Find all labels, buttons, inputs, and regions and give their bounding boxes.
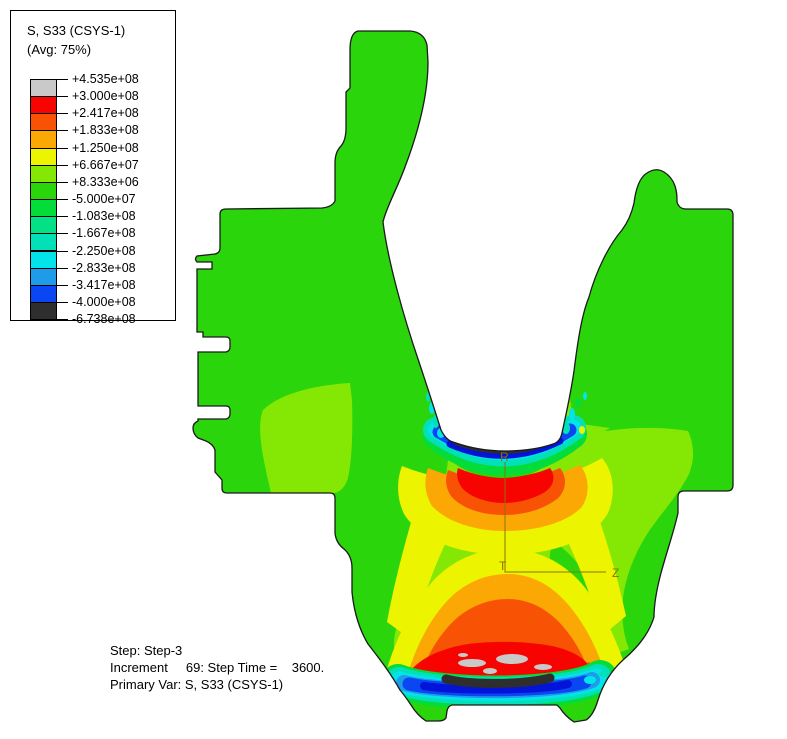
legend-value: -2.250e+08 — [72, 243, 136, 258]
legend-tick — [57, 79, 68, 80]
stress-specks-gray — [458, 653, 552, 674]
legend-tick — [57, 267, 68, 269]
legend-value: +4.535e+08 — [72, 72, 139, 86]
legend-swatch — [30, 130, 57, 149]
legend-tick — [57, 147, 68, 149]
legend-swatch — [30, 96, 57, 115]
legend-value: +3.000e+08 — [72, 89, 139, 104]
legend-swatch — [30, 113, 57, 132]
legend-tick — [57, 96, 68, 98]
legend-tick — [57, 233, 68, 235]
csys-axis-label-z: Z — [612, 566, 619, 580]
legend-value: -2.833e+08 — [72, 260, 136, 275]
stress-region-yellow-arm-left — [387, 512, 446, 640]
state-block: Step: Step-3 Increment 69: Step Time = 3… — [110, 642, 324, 693]
legend-swatch — [30, 301, 57, 321]
legend-subtitle: (Avg: 75%) — [27, 42, 92, 57]
legend-tick — [57, 301, 68, 303]
legend-value: -5.000e+07 — [72, 192, 136, 207]
legend-tick — [57, 319, 68, 321]
legend-value: +8.333e+06 — [72, 174, 139, 189]
legend-swatch — [30, 181, 57, 201]
csys-axis-label-t: T — [499, 559, 507, 573]
legend-tick — [57, 181, 68, 183]
primary-var-label: Primary Var: S, S33 (CSYS-1) — [110, 677, 284, 692]
legend-tick — [57, 130, 68, 132]
contour-legend: S, S33 (CSYS-1) (Avg: 75%) +4.535e+08 +3.… — [10, 10, 176, 326]
csys-axis-label-r: R — [500, 450, 509, 464]
legend-value: -6.738e+08 — [72, 312, 136, 327]
legend-title: S, S33 (CSYS-1) — [27, 23, 126, 38]
csys-triad: R T Z — [499, 450, 619, 580]
legend-swatch — [30, 79, 57, 98]
legend-value: -3.417e+08 — [72, 277, 136, 292]
stress-region-yellow-arm-right — [568, 510, 626, 636]
legend-value: -4.000e+08 — [72, 294, 136, 309]
increment-label: Increment 69: Step Time = 3600. — [110, 660, 325, 675]
legend-swatch — [30, 164, 57, 183]
legend-tick — [57, 199, 68, 201]
legend-tick — [57, 113, 68, 115]
legend-swatch — [30, 147, 57, 166]
legend-value: -1.083e+08 — [72, 209, 136, 224]
legend-value: +6.667e+07 — [72, 157, 139, 172]
legend-swatch — [30, 233, 57, 252]
lower-contact-band — [381, 660, 617, 710]
legend-value: +2.417e+08 — [72, 106, 139, 121]
legend-tick — [57, 250, 68, 252]
legend-value: -1.667e+08 — [72, 226, 136, 241]
part-outline — [192, 30, 734, 723]
legend-value: +1.833e+08 — [72, 123, 139, 138]
stress-region-chartreuse-left-flange — [260, 383, 353, 493]
legend-swatch — [30, 199, 57, 218]
legend-swatch — [30, 250, 57, 269]
step-label: Step: Step-3 — [110, 643, 183, 658]
legend-swatch — [30, 284, 57, 303]
legend-tick — [57, 216, 68, 218]
legend-tick — [57, 284, 68, 286]
legend-value: +1.250e+08 — [72, 140, 139, 155]
legend-swatch — [30, 216, 57, 235]
legend-tick — [57, 164, 68, 166]
legend-swatch — [30, 267, 57, 286]
